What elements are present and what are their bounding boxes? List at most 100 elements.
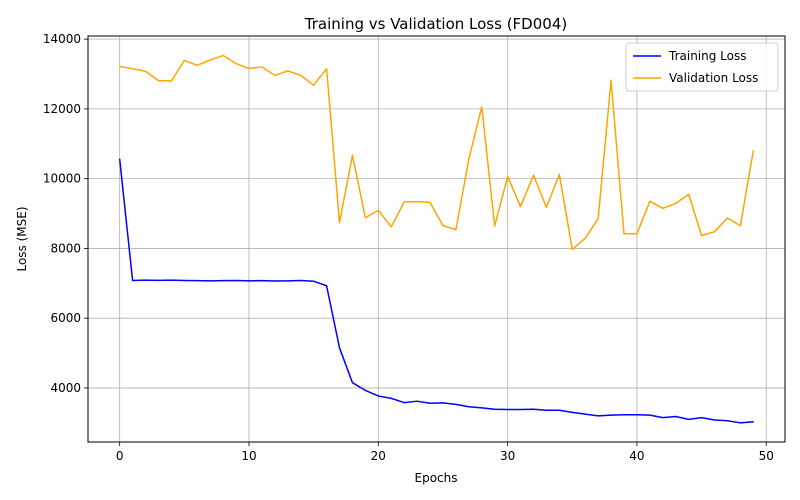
validation-loss-point bbox=[558, 173, 560, 176]
validation-loss-point bbox=[132, 68, 134, 70]
training-loss-point bbox=[429, 402, 431, 404]
legend-box bbox=[625, 42, 779, 92]
training-loss-point bbox=[403, 401, 405, 404]
training-loss-point bbox=[313, 280, 315, 282]
training-loss-point bbox=[390, 397, 392, 399]
validation-loss-point bbox=[507, 175, 509, 178]
validation-loss-point bbox=[313, 84, 315, 86]
training-loss-point bbox=[183, 279, 185, 282]
training-loss-point bbox=[507, 408, 509, 411]
training-loss-point bbox=[688, 418, 690, 420]
y-axis-label: Loss (MSE) bbox=[15, 206, 29, 271]
training-loss-point bbox=[752, 421, 754, 423]
validation-loss-point bbox=[351, 154, 354, 156]
validation-loss-point bbox=[649, 200, 651, 202]
validation-loss-point bbox=[675, 202, 677, 205]
y-tick-label: 6000 bbox=[50, 311, 81, 325]
validation-loss-point bbox=[325, 68, 328, 70]
training-loss-point bbox=[584, 413, 586, 415]
training-loss-point bbox=[545, 409, 548, 411]
training-loss-point bbox=[739, 422, 741, 424]
validation-loss-point bbox=[364, 217, 366, 219]
validation-loss-point bbox=[403, 201, 405, 203]
validation-loss-point bbox=[636, 233, 638, 235]
x-tick-label: 30 bbox=[500, 449, 515, 463]
validation-loss-point bbox=[377, 209, 379, 211]
validation-loss-point bbox=[571, 248, 573, 251]
plot-frame bbox=[87, 35, 786, 443]
validation-loss-point bbox=[442, 225, 444, 227]
validation-loss-point bbox=[494, 225, 496, 227]
validation-loss-point bbox=[688, 193, 690, 195]
training-loss-point bbox=[571, 411, 573, 413]
training-loss-point bbox=[416, 400, 418, 402]
axis-ticks: 0 10 20 30 40 50 4000 6000 8000 10000 12000 14000 bbox=[43, 32, 774, 463]
validation-loss-point bbox=[519, 205, 522, 208]
training-loss-point bbox=[261, 280, 263, 282]
validation-loss-point bbox=[248, 67, 250, 70]
validation-loss-point bbox=[455, 228, 457, 231]
training-loss-point bbox=[274, 280, 276, 282]
training-loss-point bbox=[597, 415, 599, 417]
validation-loss-point bbox=[196, 64, 198, 66]
x-axis-label: Epochs bbox=[415, 471, 458, 485]
validation-loss-point bbox=[662, 207, 664, 209]
training-loss-point bbox=[209, 280, 211, 282]
training-loss-point bbox=[649, 414, 651, 416]
training-loss-point bbox=[157, 279, 160, 281]
training-loss-point bbox=[442, 402, 444, 404]
validation-loss-point bbox=[481, 106, 483, 108]
training-loss-point bbox=[170, 279, 173, 281]
training-loss-point bbox=[700, 416, 703, 419]
grid bbox=[88, 36, 785, 442]
plot-lines bbox=[118, 54, 755, 424]
validation-loss-point bbox=[545, 206, 548, 208]
training-loss-point bbox=[300, 279, 302, 282]
validation-loss-point bbox=[183, 59, 185, 62]
validation-loss-point bbox=[623, 233, 625, 235]
training-loss-point bbox=[364, 389, 366, 391]
training-loss-point bbox=[532, 408, 535, 410]
legend-label-training-loss: Training Loss bbox=[668, 49, 746, 63]
validation-loss-point bbox=[726, 217, 729, 219]
training-loss-point bbox=[558, 409, 560, 411]
training-loss-point bbox=[713, 419, 716, 421]
y-tick-label: 14000 bbox=[43, 32, 81, 46]
x-tick-label: 20 bbox=[371, 449, 386, 463]
training-loss-point bbox=[610, 414, 612, 416]
validation-loss-point bbox=[416, 201, 418, 203]
training-loss-point bbox=[519, 408, 522, 411]
validation-loss-point bbox=[287, 70, 289, 72]
training-loss-point bbox=[481, 407, 483, 409]
training-loss-point bbox=[338, 347, 341, 349]
training-loss-point bbox=[248, 280, 250, 282]
x-tick-label: 10 bbox=[241, 449, 256, 463]
training-loss-point bbox=[494, 408, 496, 410]
chart-title: Training vs Validation Loss (FD004) bbox=[304, 15, 567, 33]
x-tick-label: 0 bbox=[116, 449, 124, 463]
validation-loss-point bbox=[222, 54, 224, 57]
training-loss-point bbox=[132, 279, 134, 282]
x-tick-label: 50 bbox=[759, 449, 774, 463]
validation-loss-point bbox=[584, 237, 586, 239]
validation-loss-point bbox=[429, 201, 431, 203]
validation-loss-line bbox=[119, 54, 755, 251]
validation-loss-point bbox=[209, 59, 211, 61]
validation-loss-point bbox=[261, 66, 263, 68]
training-loss-point bbox=[455, 403, 457, 405]
validation-loss-point bbox=[119, 65, 121, 67]
legend: Training Loss Validation Loss bbox=[625, 42, 779, 92]
validation-loss-point bbox=[610, 79, 612, 81]
training-loss-point bbox=[662, 416, 664, 419]
training-loss-point bbox=[325, 285, 328, 287]
validation-loss-point bbox=[597, 218, 599, 220]
validation-loss-point bbox=[235, 62, 237, 65]
training-loss-point bbox=[196, 280, 198, 282]
validation-loss-point bbox=[274, 74, 276, 77]
y-tick-label: 12000 bbox=[43, 102, 81, 116]
validation-loss-point bbox=[170, 80, 173, 82]
validation-loss-point bbox=[144, 70, 147, 72]
legend-label-validation-loss: Validation Loss bbox=[669, 71, 758, 85]
training-loss-point bbox=[726, 420, 729, 422]
